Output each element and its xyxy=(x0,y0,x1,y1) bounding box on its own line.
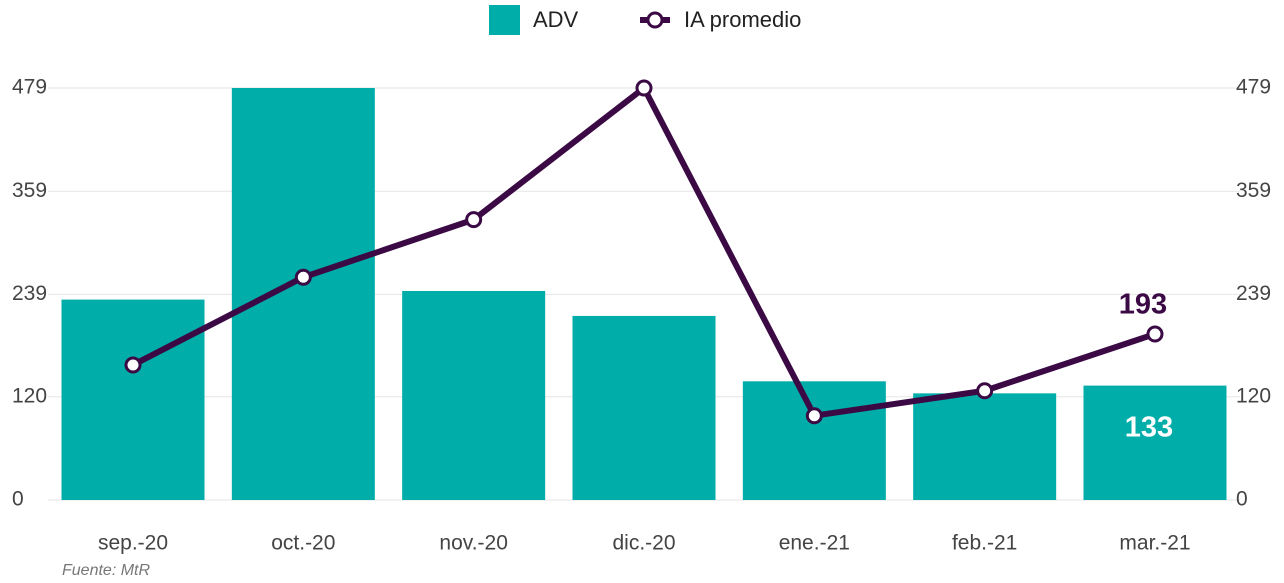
y2-tick-label: 120 xyxy=(1236,384,1271,407)
line-point xyxy=(294,268,312,286)
line-point xyxy=(124,356,142,374)
y-tick-label: 0 xyxy=(12,488,24,511)
x-tick-label: ene.-21 xyxy=(779,532,850,555)
y-tick-label: 479 xyxy=(12,76,47,99)
x-tick-label: dic.-20 xyxy=(612,532,675,555)
legend-label: IA promedio xyxy=(684,7,801,32)
x-tick-label: feb.-21 xyxy=(952,532,1017,555)
line-point xyxy=(635,79,653,97)
line-point xyxy=(1146,325,1164,343)
bar xyxy=(742,381,886,500)
data-label: 133 xyxy=(1125,412,1173,444)
bar xyxy=(61,299,205,500)
x-tick-label: sep.-20 xyxy=(98,532,168,555)
y-tick-label: 359 xyxy=(12,179,47,202)
legend-swatch xyxy=(489,5,520,35)
line-point xyxy=(976,382,994,400)
x-tick-label: nov.-20 xyxy=(439,532,508,555)
bar xyxy=(913,393,1057,500)
legend-swatch xyxy=(646,11,664,29)
bar xyxy=(1083,385,1227,500)
data-label: 193 xyxy=(1119,289,1167,321)
y2-tick-label: 0 xyxy=(1236,488,1248,511)
bar xyxy=(231,88,375,500)
y-tick-label: 120 xyxy=(12,384,47,407)
source-note: Fuente: MtR xyxy=(62,562,150,579)
bar xyxy=(402,290,546,500)
line-point xyxy=(465,211,483,229)
legend-label: ADV xyxy=(533,7,579,32)
y-tick-label: 239 xyxy=(12,282,47,305)
y2-tick-label: 479 xyxy=(1236,76,1271,99)
x-tick-label: mar.-21 xyxy=(1119,532,1190,555)
x-tick-label: oct.-20 xyxy=(271,532,335,555)
bar xyxy=(572,315,716,500)
y2-tick-label: 359 xyxy=(1236,179,1271,202)
line-point xyxy=(805,407,823,425)
y2-tick-label: 239 xyxy=(1236,282,1271,305)
